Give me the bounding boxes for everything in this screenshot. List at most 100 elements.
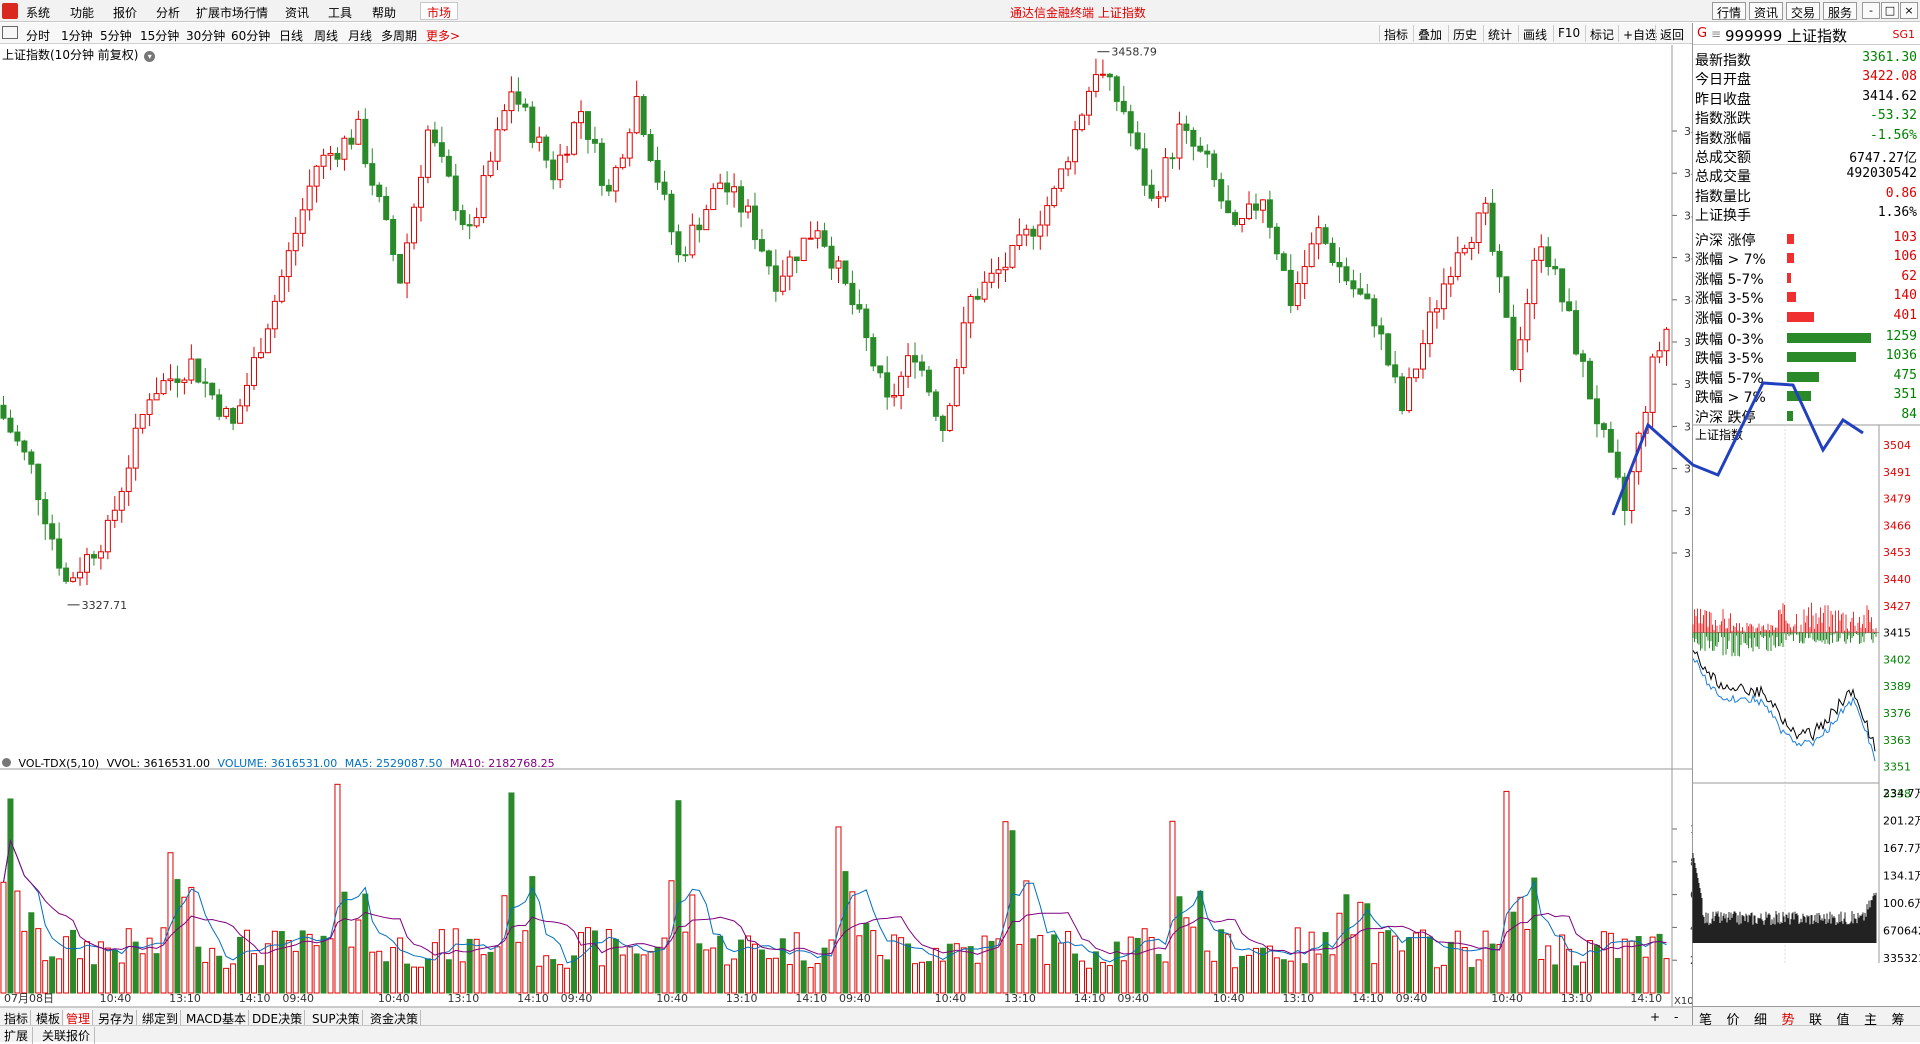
candle-body bbox=[1628, 471, 1635, 511]
status-extend[interactable]: 扩展 bbox=[0, 1027, 34, 1044]
period-more[interactable]: 更多> bbox=[426, 29, 461, 43]
volume-bar bbox=[104, 947, 111, 994]
tab-macd[interactable]: MACD基本 bbox=[184, 1010, 249, 1027]
tab-funds[interactable]: 资金决策 bbox=[368, 1010, 422, 1027]
mini-trend-chart[interactable]: 上证指数 3504 3491 3479 3466 3453 3440 3427 3415 3402… bbox=[1611, 381, 1920, 965]
volume-bar bbox=[264, 943, 271, 994]
quote-tab-4[interactable]: 联 bbox=[1809, 1013, 1823, 1028]
tab-bind-to[interactable]: 绑定到 bbox=[140, 1010, 182, 1027]
breadth-bar bbox=[1787, 272, 1792, 283]
menu-news[interactable]: 资讯 bbox=[285, 6, 310, 20]
tool-history[interactable]: 历史 bbox=[1448, 25, 1481, 42]
tool-f10[interactable]: F10 bbox=[1553, 25, 1584, 42]
period-daily[interactable]: 日线 bbox=[279, 29, 304, 43]
menu-lines-icon[interactable]: ≡ bbox=[1711, 27, 1722, 41]
top-service-button[interactable]: 服务 bbox=[1823, 2, 1858, 20]
menu-help[interactable]: 帮助 bbox=[372, 6, 397, 20]
layout-toggle-icon[interactable] bbox=[2, 26, 18, 39]
volume-bar bbox=[1315, 953, 1322, 994]
candle-body bbox=[1239, 218, 1246, 225]
tool-overlay[interactable]: 叠加 bbox=[1413, 25, 1446, 42]
period-monthly[interactable]: 月线 bbox=[348, 29, 373, 43]
tab-sup[interactable]: SUP决策 bbox=[310, 1010, 363, 1027]
quote-tab-0[interactable]: 笔 bbox=[1699, 1013, 1713, 1028]
period-1min[interactable]: 1分钟 bbox=[61, 29, 93, 43]
chart-title-dropdown-icon[interactable]: ▾ bbox=[144, 51, 156, 62]
candle-body bbox=[1197, 145, 1204, 152]
status-linked-quote[interactable]: 关联报价 bbox=[38, 1027, 96, 1044]
menu-tools[interactable]: 工具 bbox=[328, 6, 353, 20]
top-news-button[interactable]: 资讯 bbox=[1749, 2, 1784, 20]
indicator-tabs: 指标 模板 管理 另存为 绑定到 MACD基本 DDE决策 SUP决策 资金决策… bbox=[0, 1007, 1692, 1027]
tab-dde[interactable]: DDE决策 bbox=[250, 1010, 306, 1027]
zoom-in-button[interactable]: + bbox=[1650, 1010, 1661, 1024]
tab-save-as[interactable]: 另存为 bbox=[96, 1010, 138, 1027]
menu-extended-market[interactable]: 扩展市场行情 bbox=[196, 6, 269, 20]
candle-body bbox=[529, 106, 536, 143]
volume-bar bbox=[132, 941, 139, 994]
tool-add-watchlist[interactable]: +自选 bbox=[1618, 25, 1661, 42]
volume-bar bbox=[1559, 934, 1566, 994]
quote-tab-7[interactable]: 筹 bbox=[1891, 1013, 1905, 1028]
volume-bar bbox=[1649, 936, 1656, 994]
quote-tab-1[interactable]: 价 bbox=[1726, 1013, 1740, 1028]
volume-bar bbox=[654, 946, 661, 994]
volume-bar bbox=[1176, 896, 1183, 994]
quote-row-label: 昨日收盘 bbox=[1695, 91, 1751, 108]
candle-body bbox=[842, 260, 849, 284]
tool-draw[interactable]: 画线 bbox=[1518, 25, 1551, 42]
volume-ma5-line bbox=[3, 838, 1667, 964]
tool-indicator[interactable]: 指标 bbox=[1379, 25, 1412, 42]
volume-bar bbox=[473, 938, 480, 994]
candle-body bbox=[835, 260, 842, 269]
period-15min[interactable]: 15分钟 bbox=[140, 29, 180, 43]
menu-function[interactable]: 功能 bbox=[70, 6, 95, 20]
mini-vol-tick: 335321 bbox=[1883, 952, 1920, 965]
period-multi[interactable]: 多周期 bbox=[381, 29, 418, 43]
candle-body bbox=[431, 129, 438, 144]
candle-body bbox=[501, 110, 508, 131]
maximize-icon[interactable]: □ bbox=[1881, 2, 1899, 19]
volume-bar bbox=[271, 930, 278, 994]
close-icon[interactable]: × bbox=[1900, 2, 1918, 19]
volume-bar bbox=[550, 959, 557, 994]
candle-body bbox=[1134, 132, 1141, 150]
quote-tab-3[interactable]: 势 bbox=[1781, 1013, 1795, 1028]
candle-body bbox=[188, 358, 195, 381]
volume-bar bbox=[675, 800, 682, 994]
period-weekly[interactable]: 周线 bbox=[314, 29, 339, 43]
app-logo-icon bbox=[2, 3, 18, 19]
tool-back[interactable]: 返回 bbox=[1655, 25, 1688, 42]
tab-template[interactable]: 模板 bbox=[34, 1010, 64, 1027]
tab-indicator[interactable]: 指标 bbox=[2, 1010, 32, 1027]
volume-bar bbox=[1628, 940, 1635, 994]
tab-manage[interactable]: 管理 bbox=[64, 1010, 94, 1027]
time-tick-label: 10:40 bbox=[656, 992, 688, 1005]
breadth-row: 涨幅 > 7% 106 bbox=[1693, 248, 1920, 268]
top-trade-button[interactable]: 交易 bbox=[1786, 2, 1821, 20]
period-30min[interactable]: 30分钟 bbox=[186, 29, 226, 43]
quote-row-value: 6747.27亿 bbox=[1849, 151, 1917, 166]
period-5min[interactable]: 5分钟 bbox=[100, 29, 132, 43]
period-60min[interactable]: 60分钟 bbox=[231, 29, 271, 43]
menu-analysis[interactable]: 分析 bbox=[156, 6, 181, 20]
volume-bar bbox=[327, 938, 334, 994]
quote-tab-2[interactable]: 细 bbox=[1754, 1013, 1768, 1028]
quote-tab-5[interactable]: 值 bbox=[1836, 1013, 1850, 1028]
candle-body bbox=[237, 405, 244, 424]
tool-mark[interactable]: 标记 bbox=[1585, 25, 1618, 42]
volume-bar bbox=[1294, 927, 1301, 994]
time-tick-label: 13:10 bbox=[1561, 992, 1593, 1005]
top-quote-button[interactable]: 行情 bbox=[1712, 2, 1747, 20]
menu-system[interactable]: 系统 bbox=[26, 6, 51, 20]
market-button[interactable]: 市场 bbox=[420, 2, 459, 20]
tool-stats[interactable]: 统计 bbox=[1483, 25, 1516, 42]
vol-indicator-icon[interactable] bbox=[2, 758, 11, 767]
zoom-out-button[interactable]: - bbox=[1674, 1010, 1679, 1024]
menu-quote[interactable]: 报价 bbox=[113, 6, 138, 20]
minimize-icon[interactable]: - bbox=[1862, 2, 1880, 19]
candle-body bbox=[306, 185, 313, 211]
quote-tab-6[interactable]: 主 bbox=[1864, 1013, 1878, 1028]
period-intraday[interactable]: 分时 bbox=[26, 29, 51, 43]
